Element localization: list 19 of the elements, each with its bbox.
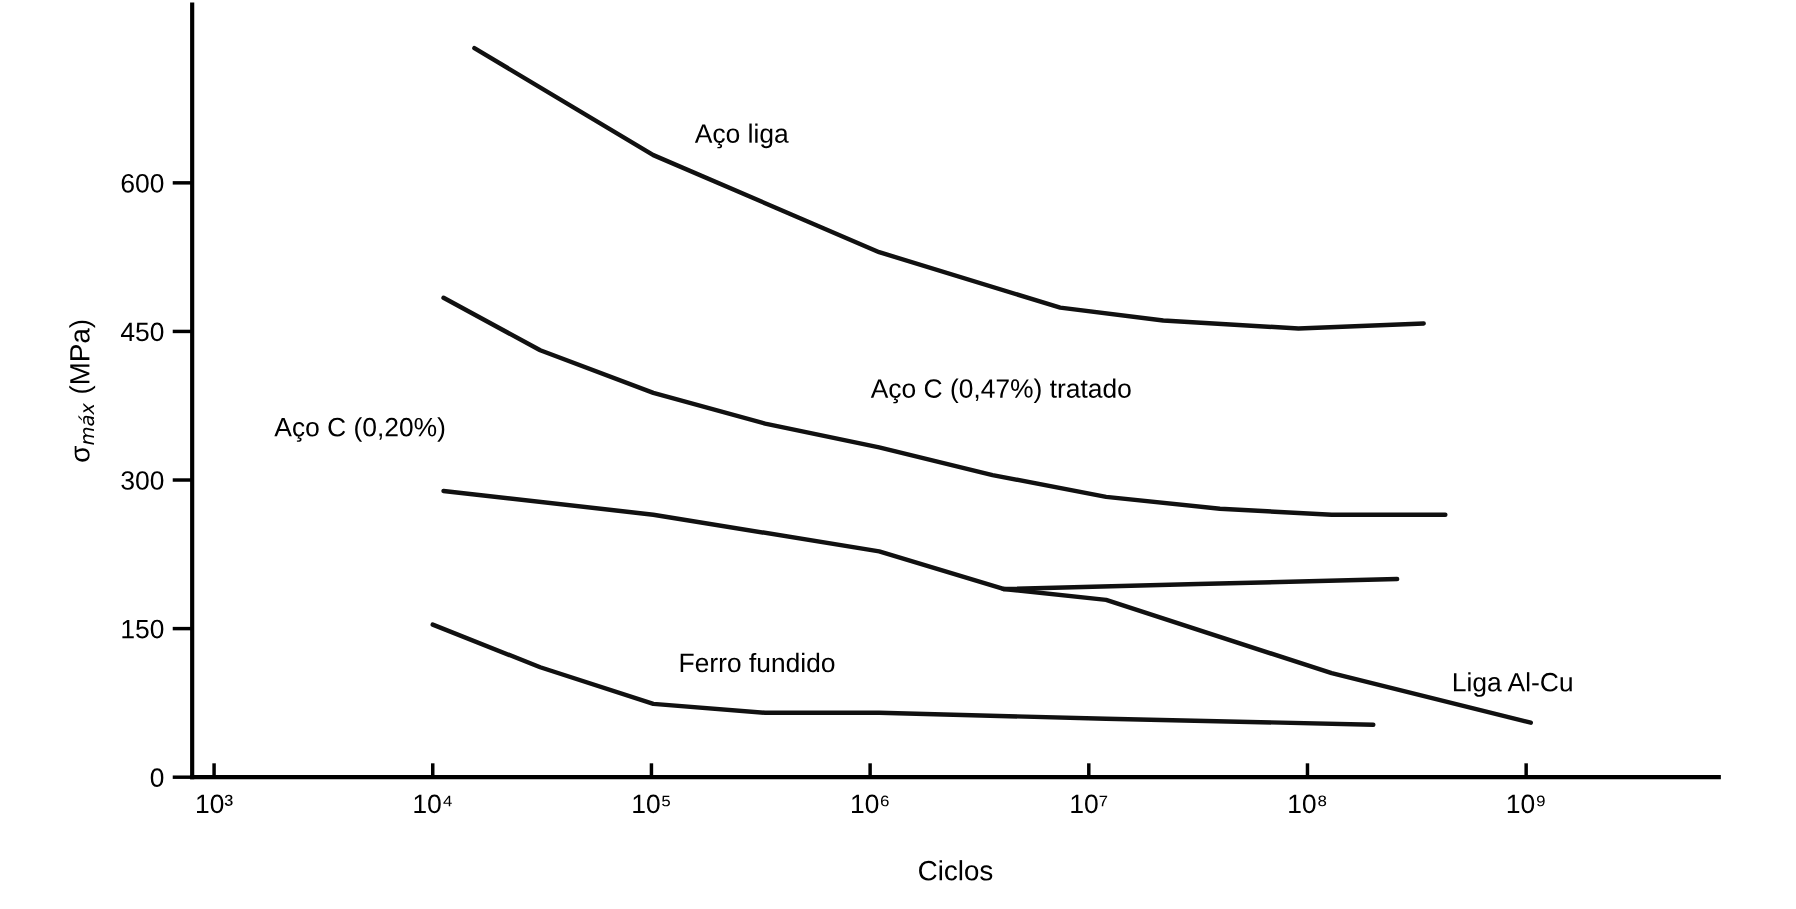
series-label: Aço C (0,20%): [274, 417, 445, 442]
y-tick-label: 150: [122, 619, 164, 639]
x-tick-label: 10⁷: [1071, 794, 1108, 814]
x-axis-title: Ciclos: [919, 860, 993, 881]
series-label: Aço liga: [694, 123, 789, 149]
x-tick-label: 10⁵: [633, 794, 670, 814]
x-tick-label: 10⁹: [1507, 794, 1545, 814]
y-tick-label: 0: [150, 768, 164, 788]
series-label: Aço C (0,47%) tratado: [870, 378, 1131, 404]
y-tick-label: 300: [121, 471, 164, 490]
x-tick-label: 10⁴: [414, 794, 452, 814]
series-label: Liga Al-Cu: [1453, 672, 1572, 697]
x-tick-label: 10⁸: [1289, 794, 1327, 814]
y-tick-label: 600: [121, 173, 164, 193]
x-tick-label: 10³: [197, 794, 233, 814]
x-tick-label: 10⁶: [852, 794, 889, 814]
series-label: Ferro fundido: [680, 652, 835, 673]
y-tick-label: 450: [120, 322, 164, 342]
y-axis-title: σ$_{máx}$ (MPa): [69, 320, 96, 462]
